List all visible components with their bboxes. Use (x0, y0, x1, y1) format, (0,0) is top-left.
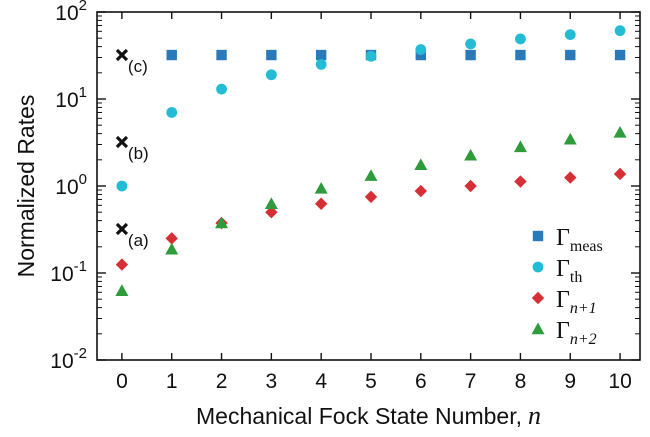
legend-marker-0 (532, 230, 544, 242)
legend-entry-3: Γn+2 (556, 318, 597, 348)
x-tick-label: 2 (216, 370, 228, 393)
annotation-marker-stroke (115, 48, 129, 62)
annotation-marker-stroke (115, 135, 129, 149)
series-3-point (165, 242, 179, 255)
x-tick-label: 7 (465, 370, 477, 393)
y-axis-title: Normalized Rates (13, 95, 39, 278)
series-3-point (314, 181, 328, 194)
series-3-point (215, 216, 229, 229)
series-1-point (166, 107, 178, 118)
x-tick-label: 8 (515, 370, 527, 393)
series-1-point (315, 58, 327, 70)
series-3-point (464, 148, 478, 161)
series-0-point (465, 49, 476, 61)
x-tick-label: 3 (266, 370, 278, 393)
series-1-point (415, 44, 427, 55)
series-2-point (613, 167, 627, 181)
annotation-label: (c) (128, 57, 148, 76)
legend-entry-1: Γth (556, 256, 582, 286)
plot-frame (96, 11, 641, 361)
series-1-point (564, 29, 576, 40)
series-3-point (364, 169, 378, 181)
series-2-point (314, 197, 328, 210)
series-3-point (513, 140, 527, 153)
legend-entry-0: Γmeas (556, 225, 603, 255)
annotation-label: (b) (128, 144, 149, 163)
annotation-marker (115, 135, 129, 149)
series-3-point (115, 284, 129, 296)
series-2-point (464, 179, 477, 193)
series-1-point (465, 38, 477, 50)
series-1-point (265, 69, 277, 81)
annotations: (c) (b) (a) (115, 48, 149, 250)
x-tick-label: 4 (315, 370, 327, 393)
y-tick-label: 102 (55, 0, 87, 25)
series-1-point (614, 25, 626, 37)
series-0-point (216, 49, 227, 61)
y-tick-label: 101 (55, 84, 87, 112)
series-2-point (564, 171, 577, 184)
series-0-point (565, 49, 576, 61)
annotation-marker (115, 222, 129, 236)
legend-entry-2: Γn+1 (556, 287, 597, 317)
series-0-point (614, 49, 626, 61)
x-tick-label: 1 (166, 370, 178, 393)
series-2-point (364, 190, 378, 204)
series-2-point (165, 232, 178, 245)
series-2-point (514, 175, 527, 188)
annotation-label: (a) (128, 231, 149, 250)
x-axis-title: Mechanical Fock State Number, n (196, 401, 541, 430)
data-marks (115, 25, 627, 296)
series-3-point (613, 125, 627, 138)
series-2-point (115, 258, 129, 271)
annotation-marker (115, 48, 129, 62)
series-0-point (415, 49, 427, 61)
series-1-point (216, 83, 227, 95)
y-tick-label: 10-1 (50, 258, 87, 286)
x-tick-label: 0 (116, 370, 128, 393)
y-tick-label: 100 (55, 171, 87, 199)
series-1-point (365, 50, 377, 62)
x-tick-label: 6 (415, 370, 427, 393)
series-2-point (414, 184, 428, 198)
x-tick-label: 5 (365, 370, 377, 393)
series-3-point (563, 132, 577, 145)
series-0-point (315, 49, 327, 61)
series-3-point (264, 197, 278, 209)
series-0-point (166, 49, 177, 61)
annotation-marker-stroke (115, 222, 129, 236)
legend-marker-2 (531, 291, 545, 305)
series-0-point (515, 49, 526, 61)
legend-marker-3 (531, 322, 545, 335)
series-1-point (116, 180, 128, 192)
series-3-point (414, 158, 428, 171)
y-tick-label: 10-2 (50, 345, 87, 373)
x-tick-label: 9 (564, 370, 576, 393)
legend-marker-1 (532, 261, 544, 273)
series-2-point (265, 205, 278, 219)
series-1-point (515, 33, 526, 45)
axis-labels: 0 1 2 3 4 5 6 7 8 9 10 10-2 10-1 100 101 102 (50, 0, 631, 393)
x-tick-label: 10 (608, 370, 631, 393)
series-0-point (266, 49, 277, 61)
